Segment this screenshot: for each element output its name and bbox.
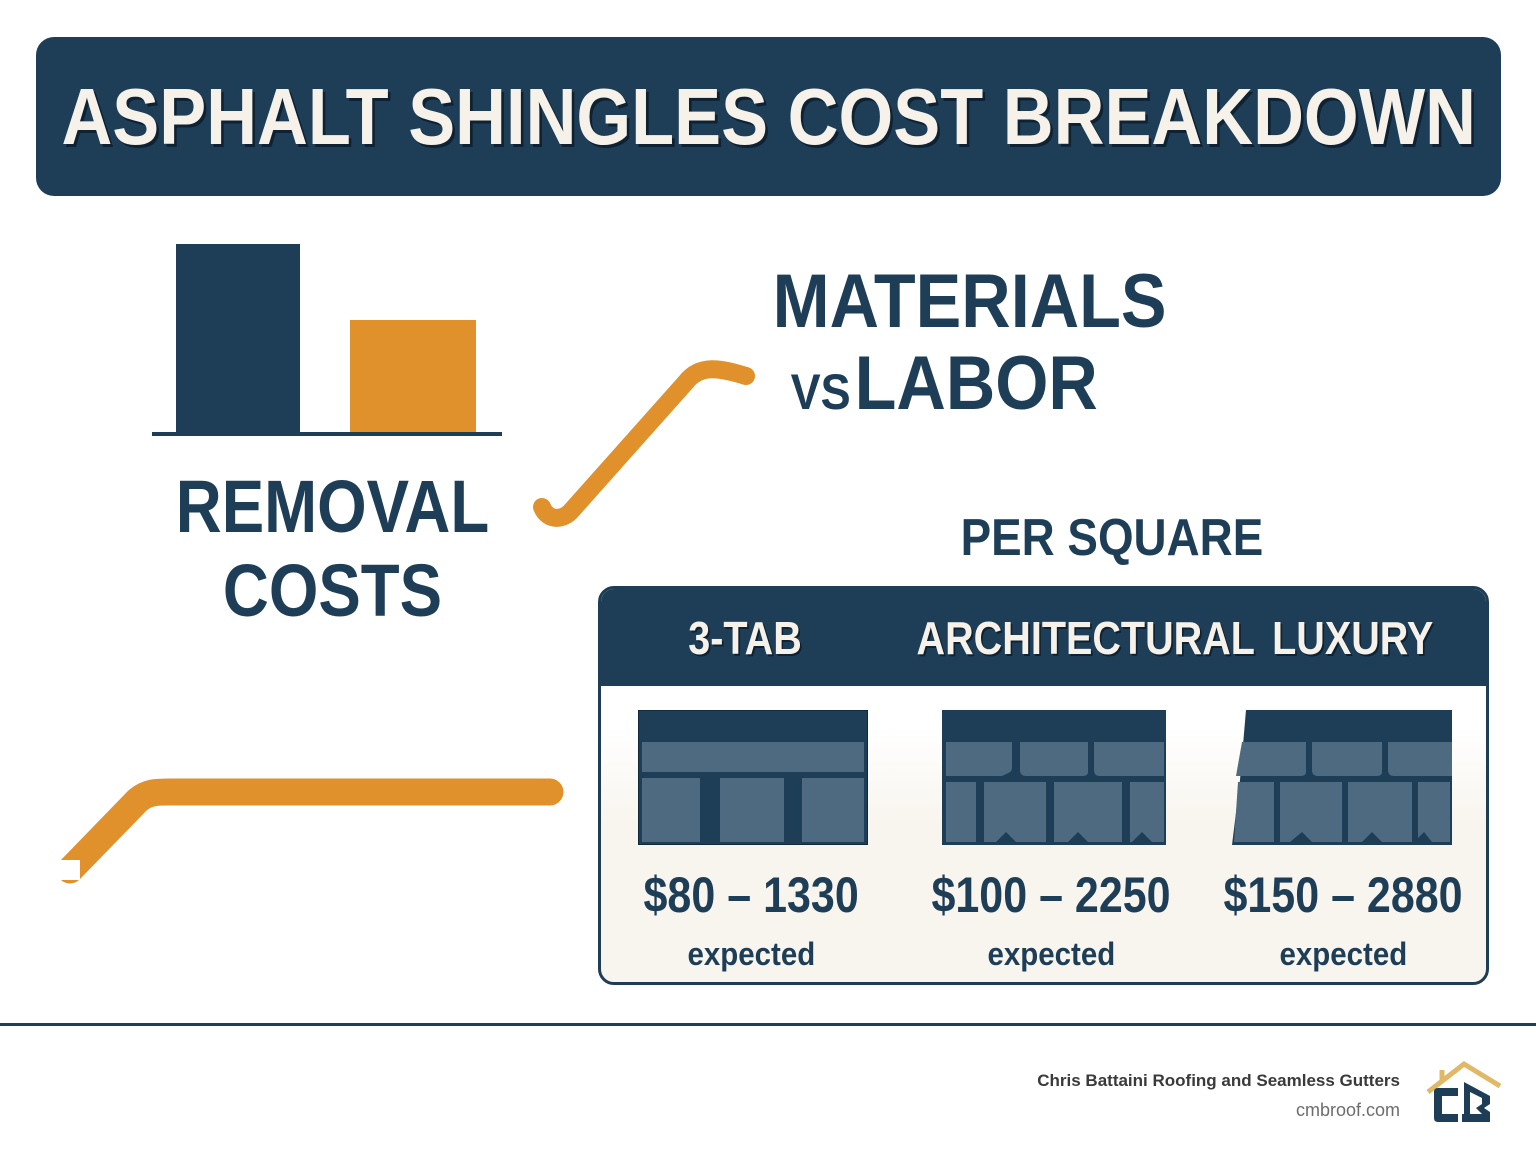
expected-luxury: expected	[1279, 936, 1408, 972]
chart-baseline	[152, 432, 502, 436]
cost-table: 3-TAB ARCHITECTURAL LUXURY $80 – 1330 ex…	[598, 586, 1489, 985]
labor-text: LABOR	[854, 341, 1098, 426]
header-architectural: ARCHITECTURAL	[916, 611, 1255, 664]
page-title: ASPHALT SHINGLES COST BREAKDOWN	[61, 71, 1476, 161]
price-luxury: $150 – 2880	[1223, 867, 1464, 923]
header-3-tab: 3-TAB	[688, 611, 802, 664]
cb-house-logo-icon	[1426, 1060, 1502, 1122]
price-architectural: $100 – 2250	[931, 867, 1171, 923]
removal-line2: COSTS	[222, 549, 443, 632]
materials-text: MATERIALS	[772, 259, 1167, 344]
bar-chart-icon	[152, 240, 502, 436]
title-banner: ASPHALT SHINGLES COST BREAKDOWN	[36, 37, 1501, 196]
bar-orange	[350, 320, 476, 432]
connector-curve-icon	[533, 360, 755, 527]
per-square-text: PER SQUARE	[960, 509, 1264, 567]
removal-costs-label: REMOVAL COSTS	[150, 465, 515, 633]
bar-navy	[176, 244, 300, 432]
price-3-tab: $80 – 1330	[643, 867, 859, 923]
table-header: 3-TAB ARCHITECTURAL LUXURY	[601, 589, 1486, 686]
expected-architectural: expected	[987, 936, 1115, 972]
column-3-tab: $80 – 1330 expected	[601, 686, 901, 982]
materials-vs-labor-label: MATERIALS vs LABOR	[760, 262, 1180, 424]
company-url[interactable]: cmbroof.com	[1295, 1100, 1400, 1120]
luxury-shingle-icon	[1232, 710, 1452, 845]
three-tab-shingle-icon	[638, 710, 868, 845]
expected-3-tab: expected	[687, 936, 815, 972]
company-name: Chris Battaini Roofing and Seamless Gutt…	[1037, 1071, 1400, 1090]
table-body: $80 – 1330 expected $100 – 2250 expected	[601, 686, 1486, 982]
vs-labor-line: vs LABOR	[760, 344, 1138, 424]
footer-divider	[0, 1023, 1536, 1026]
architectural-shingle-icon	[942, 710, 1166, 845]
column-luxury: $150 – 2880 expected	[1201, 686, 1486, 982]
vs-text: vs	[790, 364, 851, 420]
connector-line-icon	[60, 778, 564, 884]
header-luxury: LUXURY	[1271, 611, 1434, 664]
removal-line1: REMOVAL	[175, 465, 490, 548]
per-square-label: PER SQUARE	[940, 508, 1280, 568]
column-architectural: $100 – 2250 expected	[901, 686, 1201, 982]
